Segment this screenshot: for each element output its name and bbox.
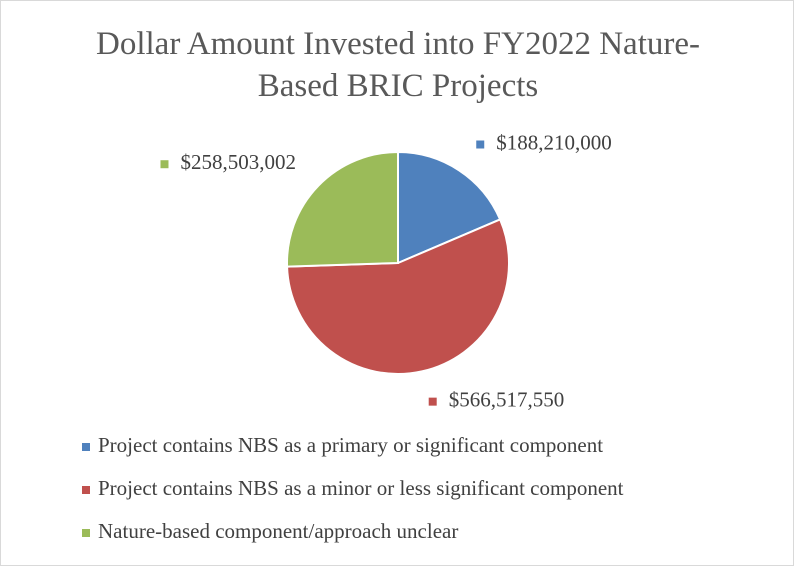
label-marker bbox=[476, 140, 485, 149]
pie-slice bbox=[397, 150, 502, 265]
data-label-text: $188,210,000 bbox=[496, 130, 612, 154]
data-label-text: $258,503,002 bbox=[180, 150, 296, 174]
legend-marker bbox=[82, 443, 90, 451]
label-marker bbox=[160, 160, 169, 169]
chart-title: Dollar Amount Invested into FY2022 Natur… bbox=[96, 26, 700, 104]
pie-slice bbox=[286, 218, 510, 375]
legend-label: Project contains NBS as a primary or sig… bbox=[98, 433, 603, 457]
pie-slice bbox=[286, 150, 399, 268]
legend-label: Nature-based component/approach unclear bbox=[98, 519, 458, 543]
legend-label: Project contains NBS as a minor or less … bbox=[98, 476, 624, 500]
data-label-text: $566,517,550 bbox=[449, 387, 565, 411]
label-marker bbox=[428, 397, 437, 406]
legend-marker bbox=[82, 529, 90, 537]
legend-marker bbox=[82, 486, 90, 494]
